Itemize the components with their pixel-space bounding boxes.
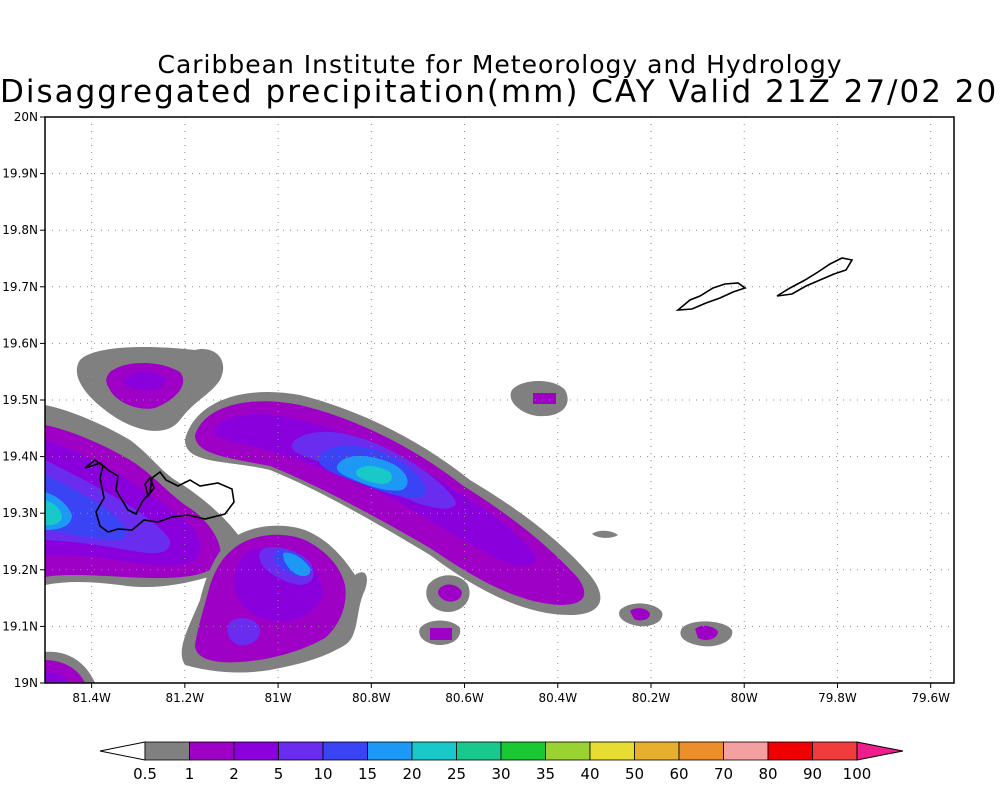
colorbar-segment: [411, 741, 457, 761]
precip-blob-small-a: [426, 575, 470, 612]
colorbar-segment: [322, 741, 368, 761]
y-tick-label: 19.2N: [2, 563, 38, 577]
precip-blob-small-northeast: [510, 381, 568, 417]
x-tick-label: 80.2W: [632, 691, 671, 705]
x-tick-label: 80.6W: [445, 691, 484, 705]
colorbar-segment: [233, 741, 279, 761]
colorbar-label: 1: [185, 765, 195, 783]
x-tick-labels: 81.4W 81.2W 81W 80.8W 80.6W 80.4W 80.2W 80W 79.8…: [72, 683, 950, 705]
colorbar-segment: [723, 741, 769, 761]
little-cayman-island: [776, 257, 854, 297]
precip-blob-southwest: [45, 651, 95, 683]
colorbar-label: 50: [625, 765, 644, 783]
colorbar-segment: [278, 741, 324, 761]
y-tick-label: 19.7N: [2, 280, 38, 294]
x-tick-label: 81.4W: [72, 691, 111, 705]
x-tick-label: 81W: [265, 691, 292, 705]
precip-band-west: [45, 405, 246, 588]
y-tick-label: 19.4N: [2, 450, 38, 464]
colorbar-label: 10: [313, 765, 332, 783]
colorbar-segment: [812, 741, 858, 761]
colorbar-arrow-low: [99, 741, 146, 761]
colorbar-segment: [634, 741, 680, 761]
colorbar-label: 25: [447, 765, 466, 783]
colorbar-label: 0.5: [133, 765, 157, 783]
y-tick-label: 19.5N: [2, 393, 38, 407]
colorbar-segment: [500, 741, 546, 761]
y-tick-label: 19.9N: [2, 167, 38, 181]
y-tick-label: 19N: [14, 676, 38, 690]
chart-title: Caribbean Institute for Meteorology and …: [157, 50, 843, 79]
colorbar-label: 80: [758, 765, 777, 783]
colorbar-segment: [589, 741, 635, 761]
x-tick-label: 80.8W: [352, 691, 391, 705]
colorbar-label: 90: [803, 765, 822, 783]
colorbar-label: 40: [580, 765, 599, 783]
colorbar-label: 35: [536, 765, 555, 783]
x-tick-label: 81.2W: [166, 691, 205, 705]
colorbar-label: 5: [274, 765, 284, 783]
colorbar-segment: [678, 741, 724, 761]
grand-cayman-island: [84, 458, 235, 533]
colorbar-label: 30: [491, 765, 510, 783]
colorbar-label: 70: [714, 765, 733, 783]
precip-band-central: [185, 392, 601, 615]
colorbar-label: 20: [402, 765, 421, 783]
precip-blob-northwest: [76, 347, 224, 431]
y-tick-label: 19.1N: [2, 619, 38, 633]
precip-blob-small-d: [680, 621, 733, 647]
precip-blob-small-b: [419, 620, 461, 645]
colorbar-label: 100: [843, 765, 872, 783]
colorbar-label: 2: [229, 765, 239, 783]
y-tick-label: 19.3N: [2, 506, 38, 520]
x-tick-label: 79.8W: [818, 691, 857, 705]
x-tick-label: 80.4W: [538, 691, 577, 705]
y-tick-labels: 19N 19.1N 19.2N 19.3N 19.4N 19.5N 19.6N 19.7N 19…: [2, 110, 45, 690]
chart-subtitle: Disaggregated precipitation(mm) CAY Vali…: [0, 74, 1000, 110]
colorbar-segment: [367, 741, 413, 761]
x-tick-label: 80W: [731, 691, 758, 705]
colorbar-label: 15: [358, 765, 377, 783]
cayman-brac-island: [675, 282, 747, 311]
colorbar-label: 60: [669, 765, 688, 783]
colorbar-segment: [144, 741, 190, 761]
coastlines: [84, 257, 854, 533]
colorbar-segment: [767, 741, 813, 761]
colorbar-segment: [545, 741, 591, 761]
x-tick-label: 79.6W: [911, 691, 950, 705]
colorbar-segment: [456, 741, 502, 761]
y-tick-label: 19.8N: [2, 223, 38, 237]
colorbar: 0.5 1 2 5 10 15 20 25 30 35 40 50 60 70 80 90 100: [99, 741, 904, 783]
precip-blob-small-c: [619, 603, 663, 627]
precip-blob-south-central: [181, 525, 367, 673]
y-tick-label: 19.6N: [2, 336, 38, 350]
y-tick-label: 20N: [14, 110, 38, 124]
precip-blob-tiny: [592, 530, 618, 538]
colorbar-segment: [189, 741, 235, 761]
precipitation-field: [45, 347, 733, 683]
colorbar-arrow-high: [856, 741, 904, 761]
